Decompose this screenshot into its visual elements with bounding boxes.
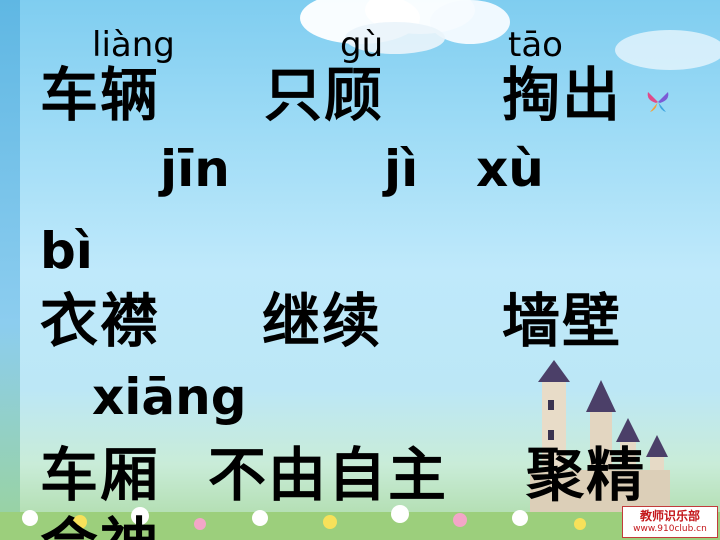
- word-zhigu: 只顾: [264, 61, 385, 129]
- pinyin-bi: bì: [40, 222, 93, 280]
- cloud-right: [615, 30, 720, 70]
- word-chexiang: 车厢: [40, 441, 161, 509]
- pinyin-xu: xù: [476, 140, 544, 198]
- word-buyouzizhu: 不由自主: [208, 441, 449, 509]
- word-cheliang: 车辆: [40, 61, 161, 129]
- pinyin-jin: jīn: [160, 140, 230, 198]
- watermark-badge: 教师识乐部 www.910club.cn: [622, 506, 718, 538]
- word-taochu: 掏出: [502, 61, 623, 129]
- watermark-url: www.910club.cn: [633, 524, 707, 534]
- flower-field: [0, 505, 720, 540]
- left-border-strip: [0, 0, 20, 540]
- word-huishen: 会神: [40, 516, 160, 540]
- cloud-top: [300, 0, 510, 54]
- word-jujing: 聚精: [526, 441, 647, 509]
- pinyin-gu: gù: [340, 25, 384, 65]
- watermark-title: 教师识乐部: [639, 509, 700, 523]
- pinyin-ji: jì: [384, 140, 419, 198]
- word-yijin: 衣襟: [40, 287, 161, 355]
- pinyin-xiang: xiāng: [92, 368, 247, 426]
- word-jixu: 继续: [262, 287, 383, 355]
- pinyin-liang: liàng: [92, 25, 175, 65]
- pinyin-tao: tāo: [508, 25, 563, 65]
- butterfly-icon: [647, 92, 669, 112]
- word-qiangbi: 墙壁: [502, 287, 623, 355]
